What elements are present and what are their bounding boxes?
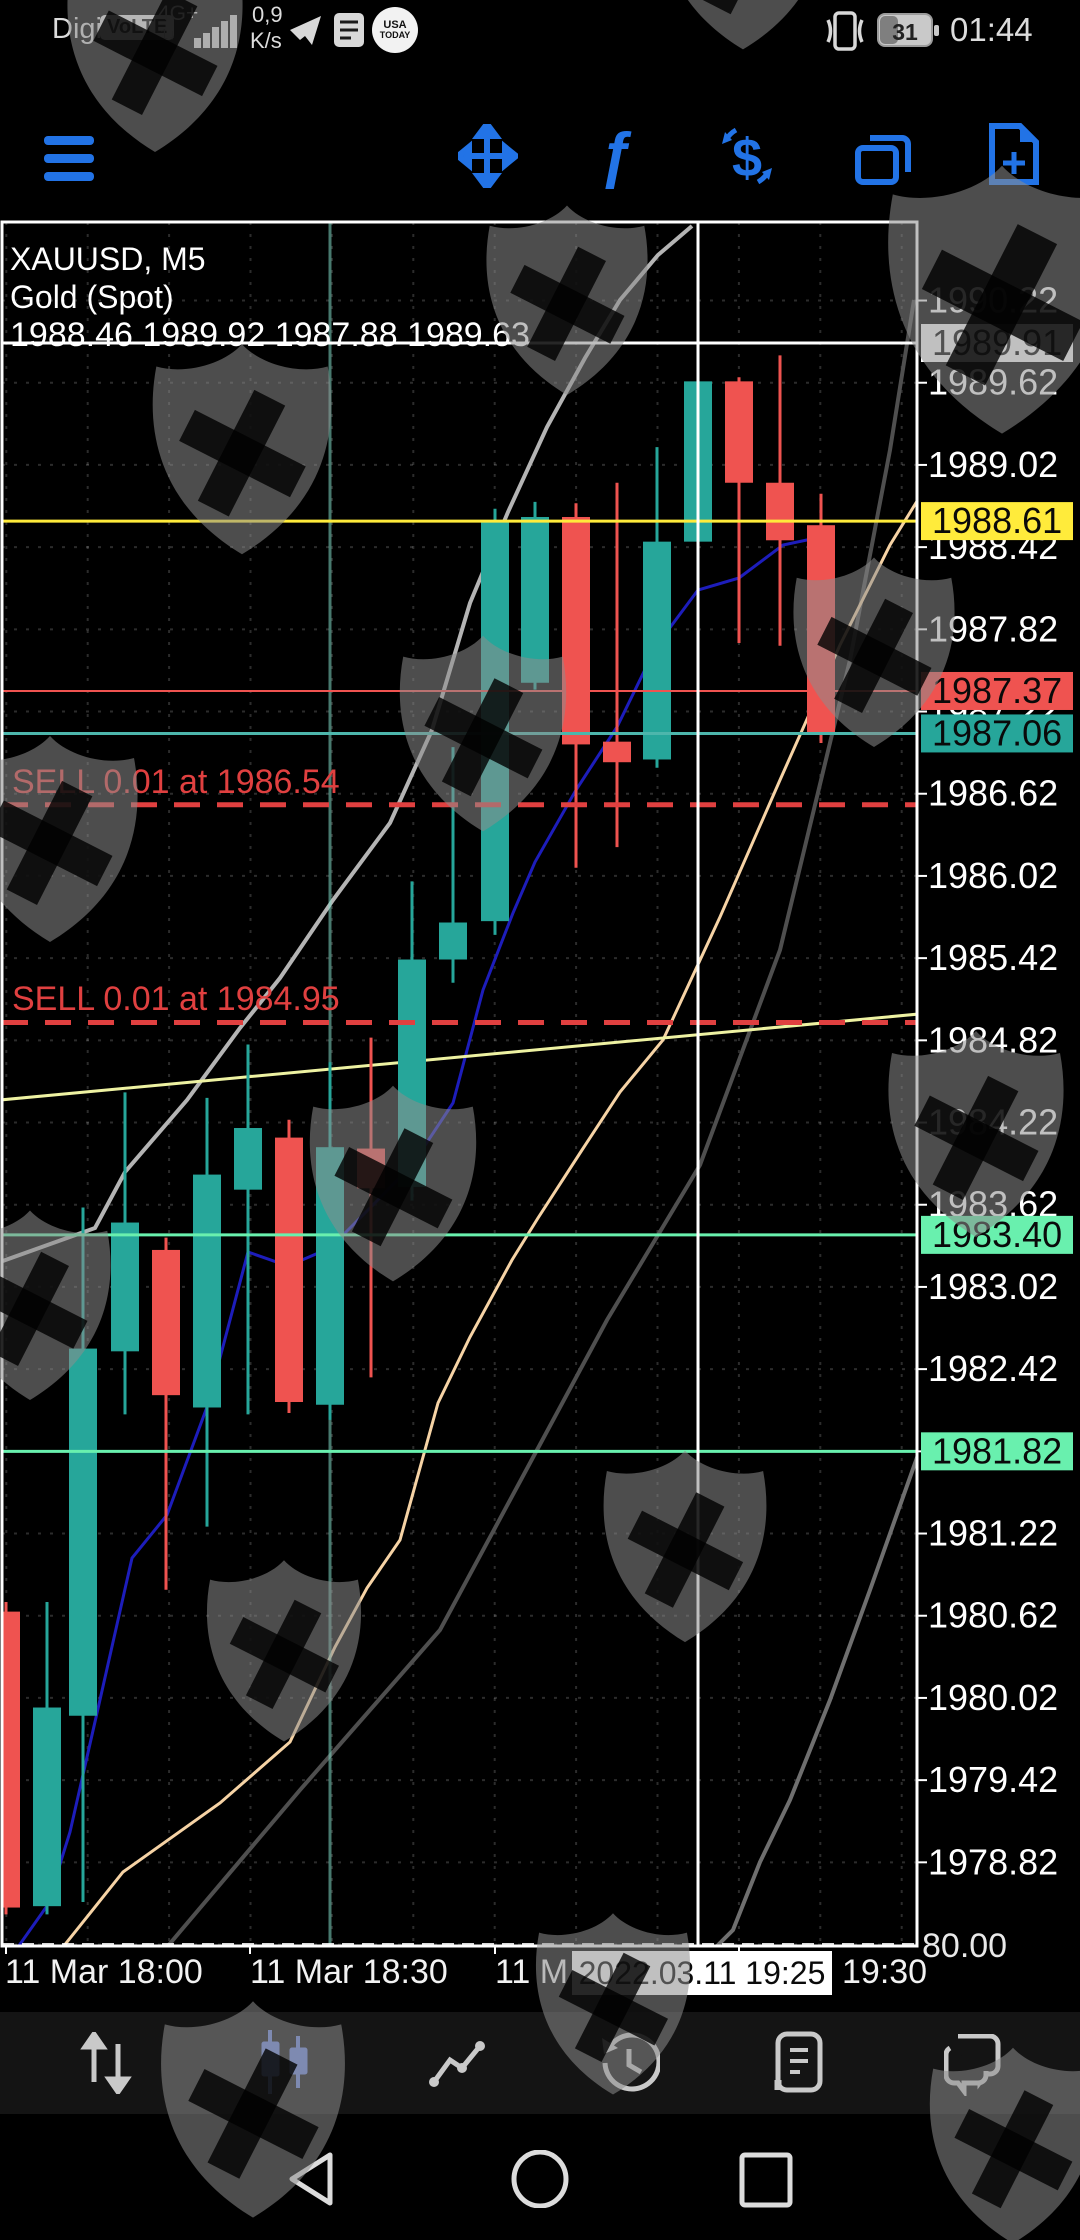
y-tick-label: 1983.02 [928, 1266, 1058, 1307]
y-tick-label: 1987.82 [928, 608, 1058, 649]
candle-body [316, 1147, 344, 1405]
y-tick-label: 1989.62 [928, 362, 1058, 403]
y-boxed-label: 1988.61 [932, 500, 1062, 541]
plot-area [2, 222, 917, 1946]
y-tick-label: 1980.62 [928, 1595, 1058, 1636]
svg-text:$: $ [732, 128, 762, 188]
y-tick-label: 1982.42 [928, 1348, 1058, 1389]
candle-body [152, 1249, 180, 1396]
candle-body [643, 541, 671, 760]
candle-body [2, 1611, 20, 1908]
candle-body [33, 1707, 61, 1907]
candle-body [69, 1348, 97, 1716]
y-tick-label: 1986.62 [928, 773, 1058, 814]
net-speed-value: 0,9 [252, 2, 283, 27]
trendline-yellow [2, 1012, 917, 1102]
candle-body [111, 1222, 139, 1352]
x-label-1900-truncated: 11 M [495, 1953, 569, 1991]
y-tick-label: 1984.82 [928, 1019, 1058, 1060]
recents-button[interactable] [738, 2152, 796, 2208]
candle-body [562, 516, 590, 745]
x-label-1930: 19:30 [842, 1953, 928, 1991]
x-label-1800: 11 Mar 18:00 [5, 1953, 203, 1991]
trade-tab[interactable] [428, 2038, 490, 2090]
charts-tab[interactable] [254, 2028, 318, 2098]
y-tick-label: 1984.22 [928, 1102, 1058, 1143]
sell-order-label-2[interactable]: SELL 0.01 at 1984.95 [12, 980, 340, 1018]
clock-label: 01:44 [950, 11, 1033, 48]
battery-percent-text: 31 [892, 19, 918, 45]
candle-body [521, 516, 549, 683]
telegram-icon [290, 16, 321, 45]
candle-body [481, 521, 509, 922]
crosshair-time-box: 2022.03.11 19:25 [572, 1951, 832, 1995]
ma-orange [61, 498, 917, 1946]
back-button[interactable] [284, 2150, 340, 2208]
y-tick-label: 1981.22 [928, 1513, 1058, 1554]
sell-order-label-1[interactable]: SELL 0.01 at 1986.54 [12, 763, 340, 801]
y-boxed-label-bg [921, 502, 1073, 541]
history-tab[interactable] [598, 2032, 660, 2094]
y-boxed-label: 1989.91 [932, 322, 1062, 363]
symbol-title: XAUUSD, M5 [10, 241, 206, 277]
y-tick-label: 1979.42 [928, 1759, 1058, 1800]
chat-tab[interactable] [944, 2034, 1010, 2096]
y-corner-label: 80.00 [922, 1927, 1007, 1965]
y-boxed-label-bg [921, 1432, 1073, 1471]
y-tick-label: 1978.82 [928, 1841, 1058, 1882]
bottom-toolbar [0, 2012, 1080, 2114]
y-tick-label: 1989.02 [928, 444, 1058, 485]
candles [2, 341, 835, 1915]
symbol-description: Gold (Spot) [10, 279, 174, 315]
y-tick-label: 1990.22 [928, 280, 1058, 321]
candle-body [275, 1137, 303, 1403]
android-nav-bar [0, 2114, 1080, 2240]
crosshair-move-button[interactable] [458, 124, 518, 188]
windows-button[interactable] [852, 126, 916, 186]
ma-gray-slow [714, 1451, 917, 1946]
vibrate-icon [826, 11, 864, 51]
y-tick-label: 1980.02 [928, 1677, 1058, 1718]
candle-body [725, 381, 753, 483]
y-boxed-label: 1983.40 [932, 1214, 1062, 1255]
x-label-1830: 11 Mar 18:30 [250, 1953, 448, 1991]
trade-dollar-button[interactable]: $ [712, 118, 782, 194]
symbol-block: XAUUSD, M5 Gold (Spot) [10, 240, 206, 316]
y-boxed-label: 1987.37 [932, 670, 1062, 711]
candle-body [357, 1148, 385, 1189]
candle-body [603, 741, 631, 763]
candle-body [807, 525, 835, 735]
y-boxed-label: 1981.82 [932, 1430, 1062, 1471]
candle-body [193, 1174, 221, 1408]
home-button[interactable] [508, 2150, 572, 2208]
news-tab[interactable] [772, 2030, 828, 2096]
ohlc-readout: 1988.46 1989.92 1987.88 1989.63 [10, 316, 530, 354]
candle-body [234, 1128, 262, 1190]
ma-dark-gray [165, 299, 916, 1946]
y-tick-label: 1986.02 [928, 855, 1058, 896]
svg-text:ƒ: ƒ [599, 121, 633, 190]
net-speed-unit: K/s [250, 28, 282, 53]
candle-body [398, 959, 426, 1187]
y-boxed-label: 1987.06 [932, 712, 1062, 753]
y-tick-label: 1985.42 [928, 937, 1058, 978]
usa-today-icon: USA TODAY [372, 7, 418, 53]
notification-list-icon [334, 13, 364, 47]
battery-icon: 31 [877, 13, 939, 47]
indicators-function-button[interactable]: ƒ [586, 120, 646, 190]
candle-body [766, 482, 794, 541]
quotes-tab[interactable] [76, 2032, 136, 2094]
candle-body [439, 922, 467, 960]
